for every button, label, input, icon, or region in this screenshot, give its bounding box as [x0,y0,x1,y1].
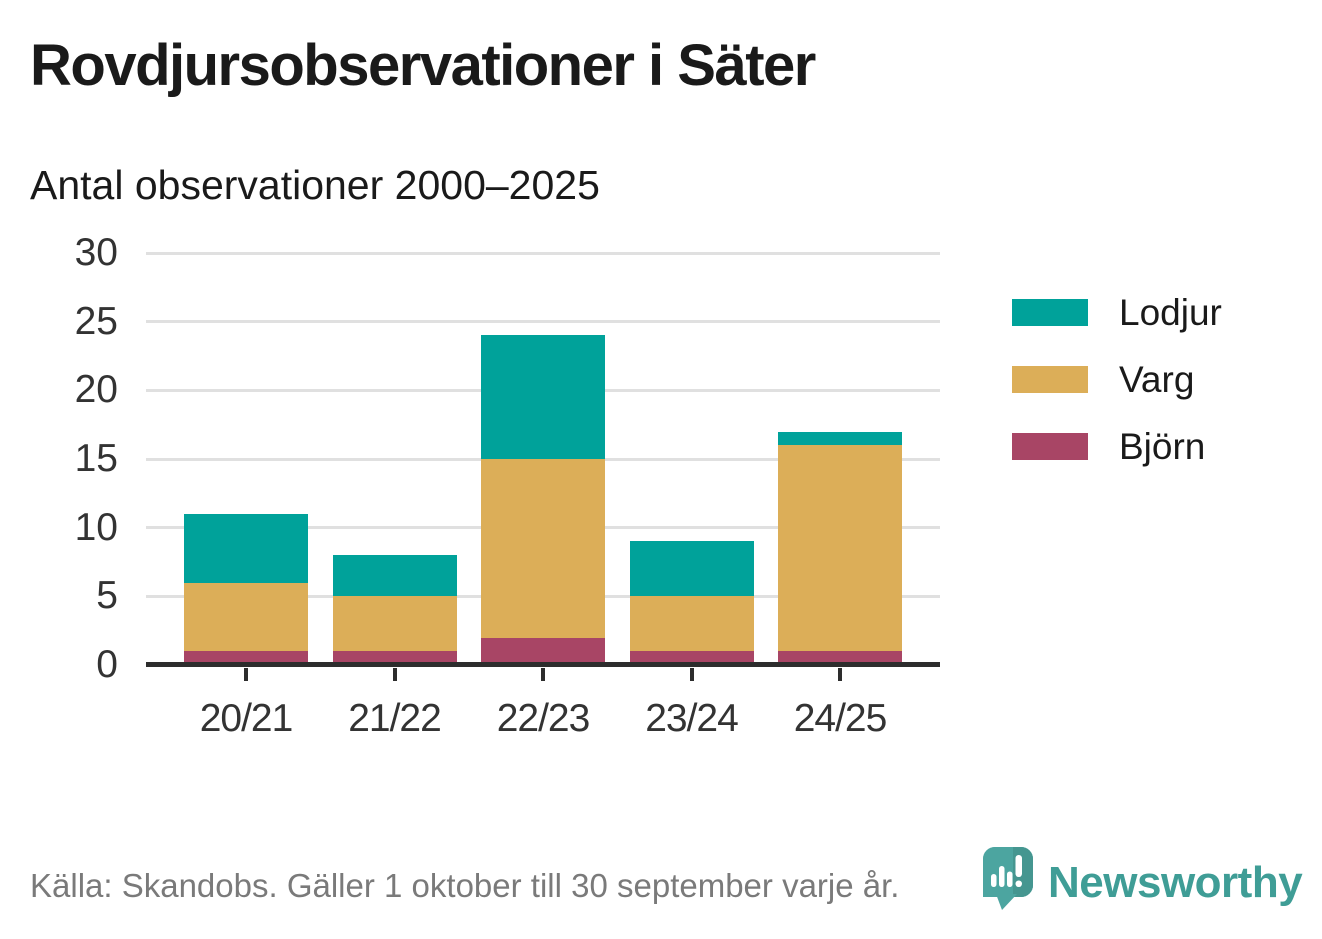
bar-stack-24/25 [778,253,902,665]
y-tick-label: 0 [96,643,118,686]
y-tick-label: 10 [74,505,118,549]
plot-area [146,251,940,681]
bar-segment-lodjur-21/22 [332,555,457,597]
gridline-25 [146,320,940,324]
legend-item-varg: Varg [1012,361,1222,398]
legend-item-lodjur: Lodjur [1012,294,1222,331]
bar-segment-varg-20/21 [184,582,308,652]
bar-segment-lodjur-20/21 [184,513,308,583]
bar-segment-lodjur-24/25 [778,431,902,446]
legend-label: Björn [1119,426,1206,467]
chart-subtitle: Antal observationer 2000–2025 [30,162,600,208]
y-tick-label: 20 [74,368,118,412]
bar-segment-björn-24/25 [778,651,902,665]
legend-label: Varg [1119,359,1195,400]
x-tick-label: 22/23 [496,697,591,740]
bar-segment-varg-21/22 [332,596,457,652]
x-tick-label: 24/25 [793,697,888,740]
bar-stack-22/23 [481,253,605,665]
y-tick-label: 5 [96,574,118,618]
legend-label: Lodjur [1119,292,1222,333]
bar-segment-lodjur-23/24 [629,541,754,597]
bar-stack-20/21 [184,253,308,665]
brand-name: Newsworthy [1048,858,1303,907]
legend-swatch-varg [1012,366,1088,393]
newsworthy-logo-icon [983,847,1033,910]
bar-segment-björn-22/23 [481,637,605,665]
gridline-15 [146,457,940,461]
x-tick-mark [392,668,397,681]
legend-swatch-björn [1012,433,1088,460]
brand: Newsworthy [983,847,1303,911]
x-tick-label: 21/22 [348,697,442,740]
y-tick-label: 25 [74,299,118,343]
source-note: Källa: Skandobs. Gäller 1 oktober till 3… [30,867,900,904]
bar-segment-björn-21/22 [332,651,457,665]
x-tick-mark [689,668,694,681]
bar-stack-21/22 [332,253,457,665]
bar-segment-björn-20/21 [184,651,308,665]
bar-segment-varg-24/25 [778,445,902,652]
bar-segment-varg-22/23 [481,459,605,638]
x-axis: 20/21 21/22 22/23 23/24 24/25 [146,683,940,743]
gridline-30 [146,251,940,255]
x-tick-mark [838,668,842,681]
legend: Lodjur Varg Björn [1012,294,1222,495]
bar-segment-lodjur-22/23 [481,335,605,459]
legend-swatch-lodjur [1012,299,1088,326]
x-tick-label: 23/24 [645,697,739,740]
x-tick-mark [541,668,545,681]
legend-item-björn: Björn [1012,428,1222,465]
x-axis-line [146,662,940,667]
y-tick-label: 30 [74,231,118,274]
bar-segment-björn-23/24 [629,651,754,665]
x-tick-label: 20/21 [199,697,294,740]
page-title: Rovdjursobservationer i Säter [30,33,816,98]
bar-stack-23/24 [629,253,754,665]
x-tick-mark [244,668,248,681]
bar-segment-varg-23/24 [629,596,754,652]
y-axis: 0 5 10 15 20 25 30 [0,231,118,686]
y-tick-label: 15 [74,437,118,480]
